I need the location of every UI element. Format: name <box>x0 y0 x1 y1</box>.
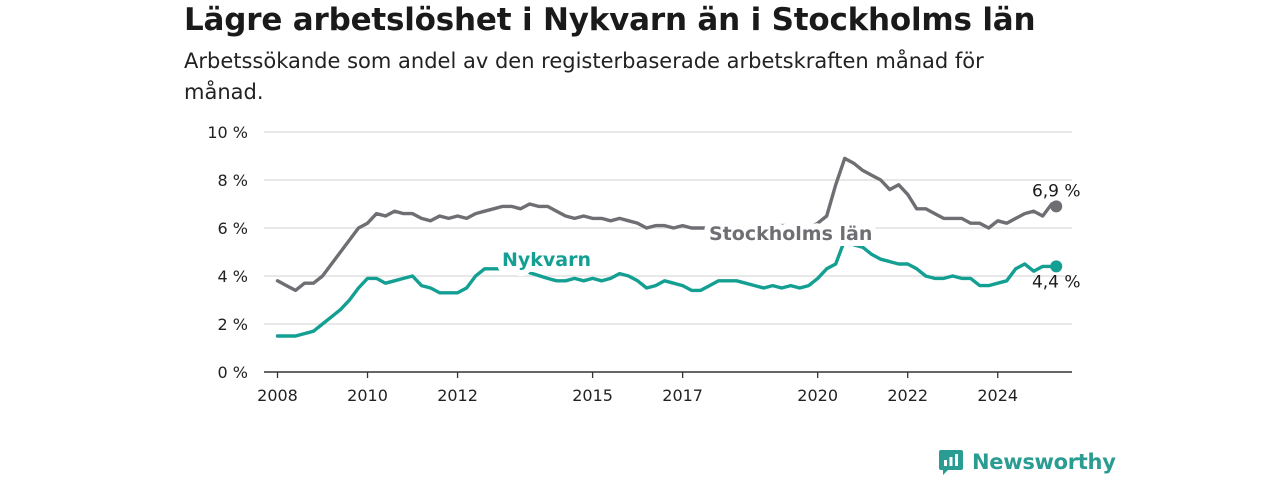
y-tick-label: 8 % <box>218 171 248 190</box>
x-tick-label: 2024 <box>977 386 1018 405</box>
chart-title: Lägre arbetslöshet i Nykvarn än i Stockh… <box>184 2 1036 38</box>
series-name-label: Nykvarn <box>502 249 591 271</box>
y-tick-label: 4 % <box>218 267 248 286</box>
y-tick-label: 6 % <box>218 219 248 238</box>
series-endpoint-stockholms-l-n <box>1050 200 1063 213</box>
x-axis: 2008 2010 2012 2015 2017 2020 2022 2024 <box>257 371 1072 405</box>
series-line-nykvarn <box>275 238 1058 338</box>
newsworthy-logo-icon <box>939 450 963 475</box>
series-layer <box>275 156 1063 338</box>
newsworthy-brand: Newsworthy <box>938 448 1116 476</box>
y-tick-label: 2 % <box>218 315 248 334</box>
grid-layer <box>264 131 1072 325</box>
x-tick-label: 2020 <box>797 386 838 405</box>
x-tick-label: 2012 <box>437 386 478 405</box>
x-tick-label: 2022 <box>887 386 928 405</box>
series-name-label: Stockholms län <box>709 223 872 245</box>
brand-name: Newsworthy <box>972 450 1116 474</box>
end-value-label: 6,9 % <box>1032 181 1081 201</box>
end-value-label: 4,4 % <box>1032 272 1081 292</box>
x-tick-label: 2017 <box>662 386 703 405</box>
y-axis: 0 % 2 % 4 % 6 % 8 % 10 % <box>207 123 248 382</box>
x-tick-label: 2015 <box>572 386 613 405</box>
series-endpoint-nykvarn <box>1050 260 1063 273</box>
x-tick-label: 2010 <box>347 386 388 405</box>
y-tick-label: 10 % <box>207 123 248 142</box>
y-tick-label: 0 % <box>218 363 248 382</box>
series-line-stockholms-l-n <box>275 156 1058 293</box>
chart-subtitle: Arbetssökande som andel av den registerb… <box>184 49 984 104</box>
x-tick-label: 2008 <box>257 386 298 405</box>
